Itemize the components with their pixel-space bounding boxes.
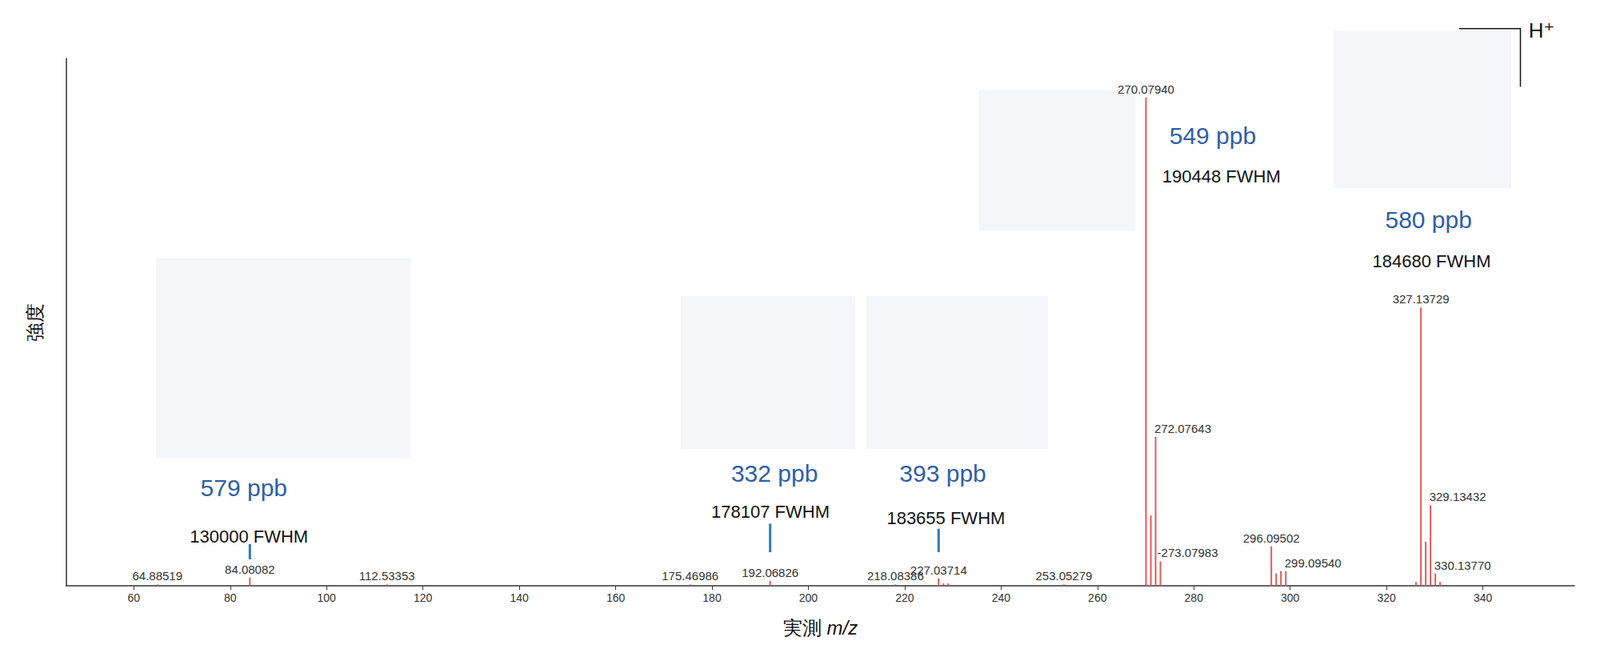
svg-text:227.03714: 227.03714 (910, 563, 968, 577)
svg-text:218.08386: 218.08386 (867, 568, 924, 583)
svg-text:160: 160 (606, 591, 626, 604)
svg-text:112.53353: 112.53353 (359, 568, 416, 583)
svg-text:280: 280 (1184, 591, 1204, 604)
svg-text:84.08082: 84.08082 (224, 562, 276, 576)
svg-text:175.46986: 175.46986 (661, 568, 719, 583)
svg-text:332 ppb: 332 ppb (731, 460, 818, 487)
svg-text:272.07643: 272.07643 (1154, 421, 1212, 436)
svg-text:H⁺: H⁺ (1528, 18, 1556, 43)
svg-text:393 ppb: 393 ppb (899, 460, 986, 487)
svg-text:192.06826: 192.06826 (741, 565, 799, 580)
svg-text:180: 180 (702, 591, 722, 604)
svg-text:178107 FWHM: 178107 FWHM (711, 501, 830, 522)
svg-text:190448 FWHM: 190448 FWHM (1162, 166, 1281, 187)
svg-text:183655 FWHM: 183655 FWHM (886, 508, 1005, 528)
svg-text:実測: 実測 (783, 616, 828, 639)
svg-text:140: 140 (509, 591, 529, 604)
svg-text:強度: 強度 (24, 303, 46, 342)
svg-text:270.07940: 270.07940 (1117, 82, 1175, 96)
svg-text:200: 200 (799, 591, 819, 604)
svg-text:300: 300 (1280, 591, 1300, 604)
svg-text:60: 60 (128, 591, 141, 604)
svg-text:80: 80 (224, 591, 237, 604)
svg-text:-273.07983: -273.07983 (1157, 545, 1219, 560)
svg-text:240: 240 (992, 591, 1012, 604)
svg-text:327.13729: 327.13729 (1392, 292, 1450, 306)
svg-text:580 ppb: 580 ppb (1384, 206, 1472, 233)
svg-text:299.09540: 299.09540 (1284, 556, 1342, 570)
svg-text:579 ppb: 579 ppb (200, 474, 288, 501)
svg-text:64.88519: 64.88519 (132, 568, 183, 583)
svg-text:330.13770: 330.13770 (1434, 558, 1492, 572)
svg-text:549 ppb: 549 ppb (1169, 122, 1256, 149)
svg-text:260: 260 (1088, 591, 1108, 604)
svg-text:m/z: m/z (826, 616, 858, 639)
svg-text:253.05279: 253.05279 (1035, 568, 1092, 583)
svg-text:100: 100 (317, 591, 337, 604)
svg-text:220: 220 (895, 591, 915, 604)
svg-text:340: 340 (1473, 591, 1493, 604)
svg-text:296.09502: 296.09502 (1243, 531, 1300, 545)
svg-text:320: 320 (1376, 591, 1396, 604)
svg-text:130000 FWHM: 130000 FWHM (189, 526, 308, 547)
svg-text:120: 120 (413, 591, 433, 604)
svg-text:329.13432: 329.13432 (1429, 489, 1487, 504)
svg-text:184680 FWHM: 184680 FWHM (1372, 251, 1492, 272)
